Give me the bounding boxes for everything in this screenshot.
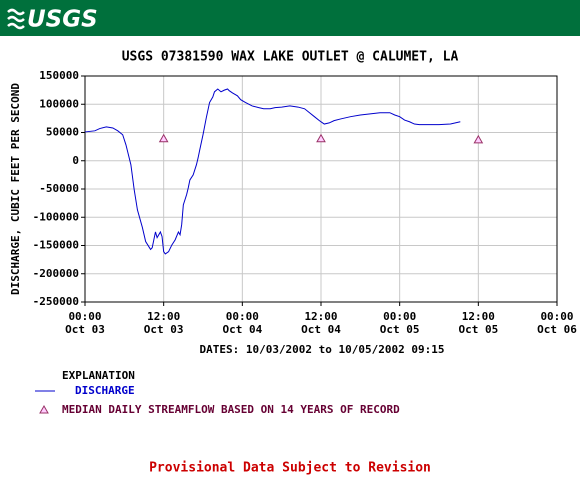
- y-tick-label: 0: [72, 154, 79, 167]
- median-marker: [158, 133, 169, 143]
- y-tick-label: 150000: [39, 69, 79, 82]
- x-tick-label: Oct 05: [380, 323, 420, 336]
- logo-waves: [7, 8, 25, 30]
- x-tick-label: 12:00: [147, 310, 180, 323]
- logo: USGS: [27, 7, 98, 33]
- x-tick-label: Oct 03: [144, 323, 184, 336]
- x-axis-title: DATES: 10/03/2002 to 10/05/2002 09:15: [199, 343, 444, 356]
- y-tick-label: 100000: [39, 97, 79, 110]
- legend-label: DISCHARGE: [75, 384, 135, 397]
- x-tick-label: 00:00: [383, 310, 416, 323]
- y-axis-title: DISCHARGE, CUBIC FEET PER SECOND: [9, 83, 22, 295]
- y-tick-label: -50000: [39, 182, 79, 195]
- x-tick-label: 00:00: [68, 310, 101, 323]
- x-tick-label: Oct 05: [458, 323, 498, 336]
- y-tick-label: -100000: [33, 210, 79, 223]
- legend-swatch: [39, 404, 49, 414]
- y-tick-label: -150000: [33, 239, 79, 252]
- y-tick-label: 50000: [46, 126, 79, 139]
- x-tick-label: Oct 04: [301, 323, 341, 336]
- y-tick-label: -250000: [33, 295, 79, 308]
- y-tick-label: -200000: [33, 267, 79, 280]
- plot-frame: [84, 75, 558, 303]
- chart-title: USGS 07381590 WAX LAKE OUTLET @ CALUMET,…: [122, 50, 459, 65]
- footer-note: Provisional Data Subject to Revision: [149, 461, 431, 476]
- median-marker: [316, 133, 326, 143]
- legend-label: MEDIAN DAILY STREAMFLOW BASED ON 14 YEAR…: [62, 403, 400, 416]
- x-tick-label: 00:00: [226, 310, 259, 323]
- x-tick-label: Oct 04: [222, 323, 262, 336]
- x-tick-label: 12:00: [304, 310, 337, 323]
- x-tick-label: Oct 06: [537, 323, 577, 336]
- x-tick-label: Oct 03: [65, 323, 105, 336]
- x-tick-label: 00:00: [540, 310, 573, 323]
- header-bar: [0, 0, 580, 36]
- legend-title: EXPLANATION: [62, 369, 135, 382]
- median-marker: [473, 134, 484, 144]
- x-tick-label: 12:00: [462, 310, 495, 323]
- discharge-line: [84, 88, 461, 255]
